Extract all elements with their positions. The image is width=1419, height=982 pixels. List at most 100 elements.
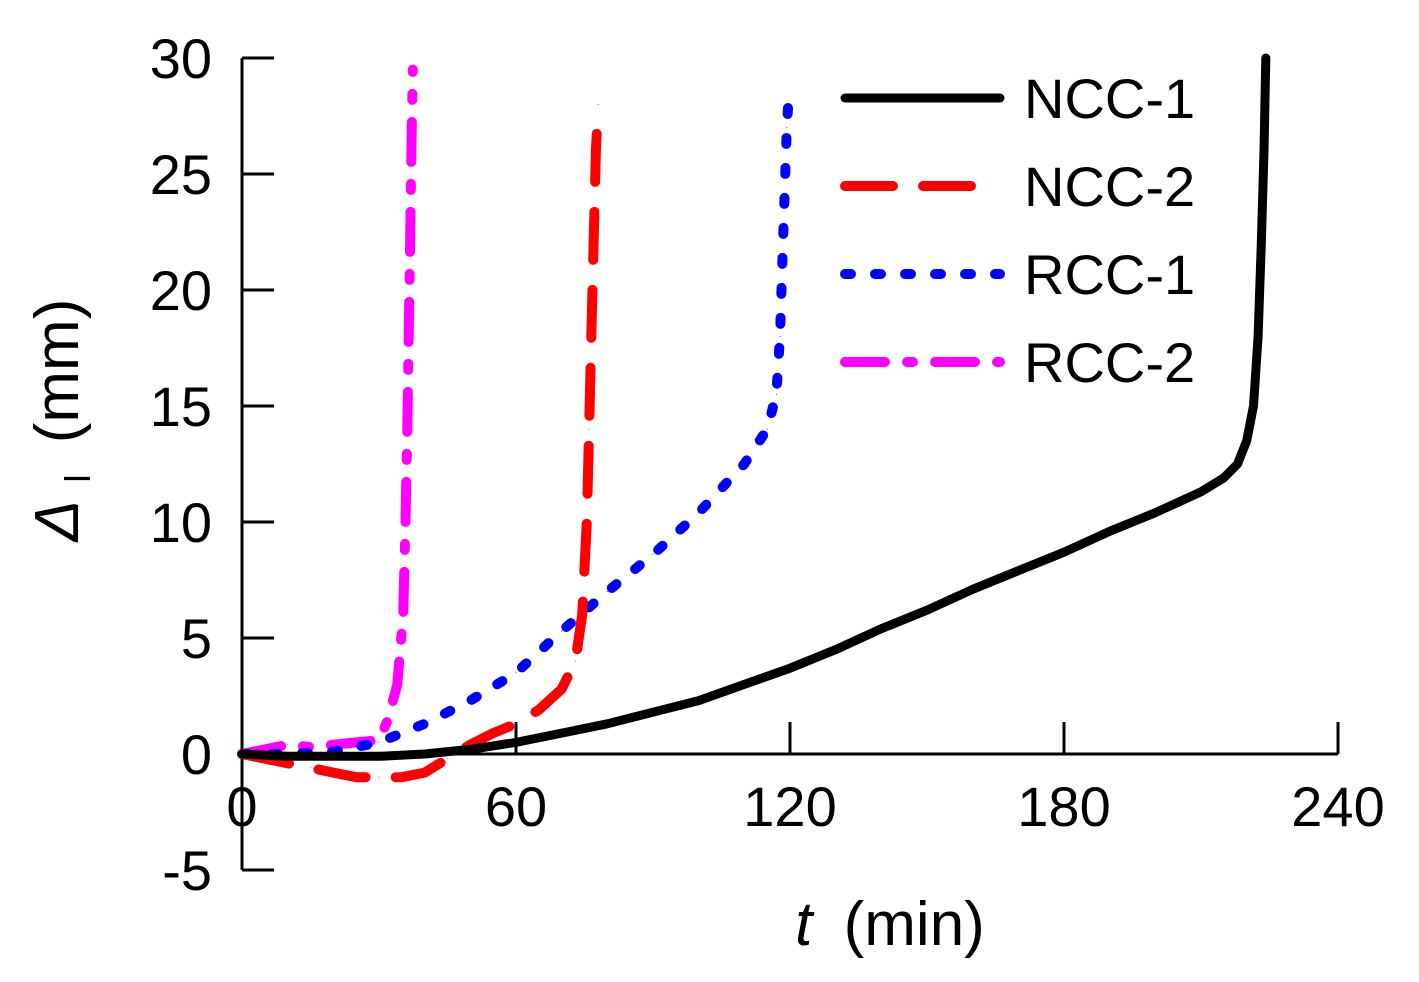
data-point xyxy=(561,630,563,632)
data-point xyxy=(405,521,406,523)
data-point xyxy=(588,428,590,430)
data-point xyxy=(1246,440,1248,442)
data-point xyxy=(574,660,576,662)
data-point xyxy=(332,744,334,746)
legend-label: RCC-1 xyxy=(1024,243,1195,306)
data-point xyxy=(287,755,289,757)
data-point xyxy=(1237,463,1238,465)
x-tick-label: 180 xyxy=(1017,775,1110,838)
x-axis-title: t (min) xyxy=(795,890,985,959)
data-point xyxy=(1257,335,1259,337)
data-point xyxy=(408,335,410,337)
data-point xyxy=(355,776,357,778)
data-point xyxy=(310,767,311,769)
data-point xyxy=(784,196,785,198)
data-point xyxy=(789,667,791,669)
data-point xyxy=(1223,477,1225,479)
data-point xyxy=(743,463,745,465)
x-tick-label: 120 xyxy=(743,775,836,838)
series-layer xyxy=(237,53,1271,783)
data-point xyxy=(1109,530,1111,532)
data-point xyxy=(469,700,471,702)
data-point xyxy=(597,103,599,105)
y-axis-subscript: l xyxy=(57,474,98,482)
legend-item: RCC-1 xyxy=(840,243,1195,306)
data-point xyxy=(410,150,412,152)
legend-label: NCC-2 xyxy=(1024,155,1195,218)
data-point xyxy=(606,723,608,725)
data-point xyxy=(1200,491,1202,493)
y-tick-label: 0 xyxy=(181,723,212,786)
data-point xyxy=(424,753,426,755)
data-point xyxy=(515,723,517,725)
data-point xyxy=(378,755,380,757)
x-axis-unit: (min) xyxy=(844,890,985,959)
data-point xyxy=(1260,243,1262,245)
data-point xyxy=(1263,150,1265,152)
series-rcc-2 xyxy=(237,64,418,759)
series-rcc-1 xyxy=(237,99,794,759)
series-ncc-1 xyxy=(237,53,1271,761)
data-point xyxy=(424,772,426,774)
data-point xyxy=(766,428,768,430)
data-point xyxy=(652,554,654,555)
data-point xyxy=(332,755,334,757)
data-point xyxy=(581,614,583,616)
series-ncc-2 xyxy=(237,99,604,783)
legend-item: NCC-1 xyxy=(840,67,1195,130)
data-point xyxy=(378,776,380,778)
data-point xyxy=(561,688,563,690)
data-point xyxy=(241,753,243,755)
data-point xyxy=(593,243,595,245)
data-point xyxy=(590,335,592,337)
data-point xyxy=(1253,405,1254,407)
data-point xyxy=(378,741,380,743)
data-point xyxy=(412,69,414,71)
series-line xyxy=(237,64,418,759)
legend-item: NCC-2 xyxy=(840,155,1195,218)
y-axis-unit: (mm) xyxy=(23,299,92,444)
y-tick-label: 5 xyxy=(181,607,212,670)
data-point xyxy=(387,718,389,720)
data-point xyxy=(378,739,380,741)
data-point xyxy=(401,776,403,778)
x-tick-label: 0 xyxy=(226,775,257,838)
data-point xyxy=(447,758,448,760)
legend: NCC-1 NCC-2 RCC-1 RCC-2 xyxy=(840,67,1195,394)
series-line xyxy=(237,99,794,759)
data-point xyxy=(402,614,404,616)
y-tick-label: 10 xyxy=(150,491,212,554)
data-point xyxy=(287,744,289,746)
data-point xyxy=(972,588,974,590)
svg-text:t (min): t (min) xyxy=(795,890,985,959)
y-axis-symbol: Δ xyxy=(23,500,92,544)
data-point xyxy=(1265,57,1267,59)
x-ticks: 0 60 120 180 240 xyxy=(226,722,1385,838)
data-point xyxy=(880,628,882,630)
data-point xyxy=(406,428,408,430)
data-point xyxy=(538,709,540,711)
y-tick-label: 15 xyxy=(150,375,212,438)
x-axis-symbol: t xyxy=(795,890,815,959)
data-point xyxy=(1154,512,1156,514)
legend-item: RCC-2 xyxy=(840,331,1195,394)
data-point xyxy=(287,762,289,764)
data-point xyxy=(743,683,745,685)
data-point xyxy=(310,746,311,748)
x-tick-label: 60 xyxy=(485,775,547,838)
y-tick-label: 20 xyxy=(150,259,212,322)
data-point xyxy=(396,683,398,685)
data-point xyxy=(786,127,788,129)
data-point xyxy=(779,335,781,337)
data-point xyxy=(787,103,789,105)
data-point xyxy=(775,393,777,395)
data-point xyxy=(492,732,494,734)
data-point xyxy=(264,748,266,750)
y-tick-label: 25 xyxy=(150,143,212,206)
data-point xyxy=(595,150,597,152)
y-tick-label: -5 xyxy=(162,839,212,902)
data-point xyxy=(926,609,928,611)
data-point xyxy=(561,732,563,734)
